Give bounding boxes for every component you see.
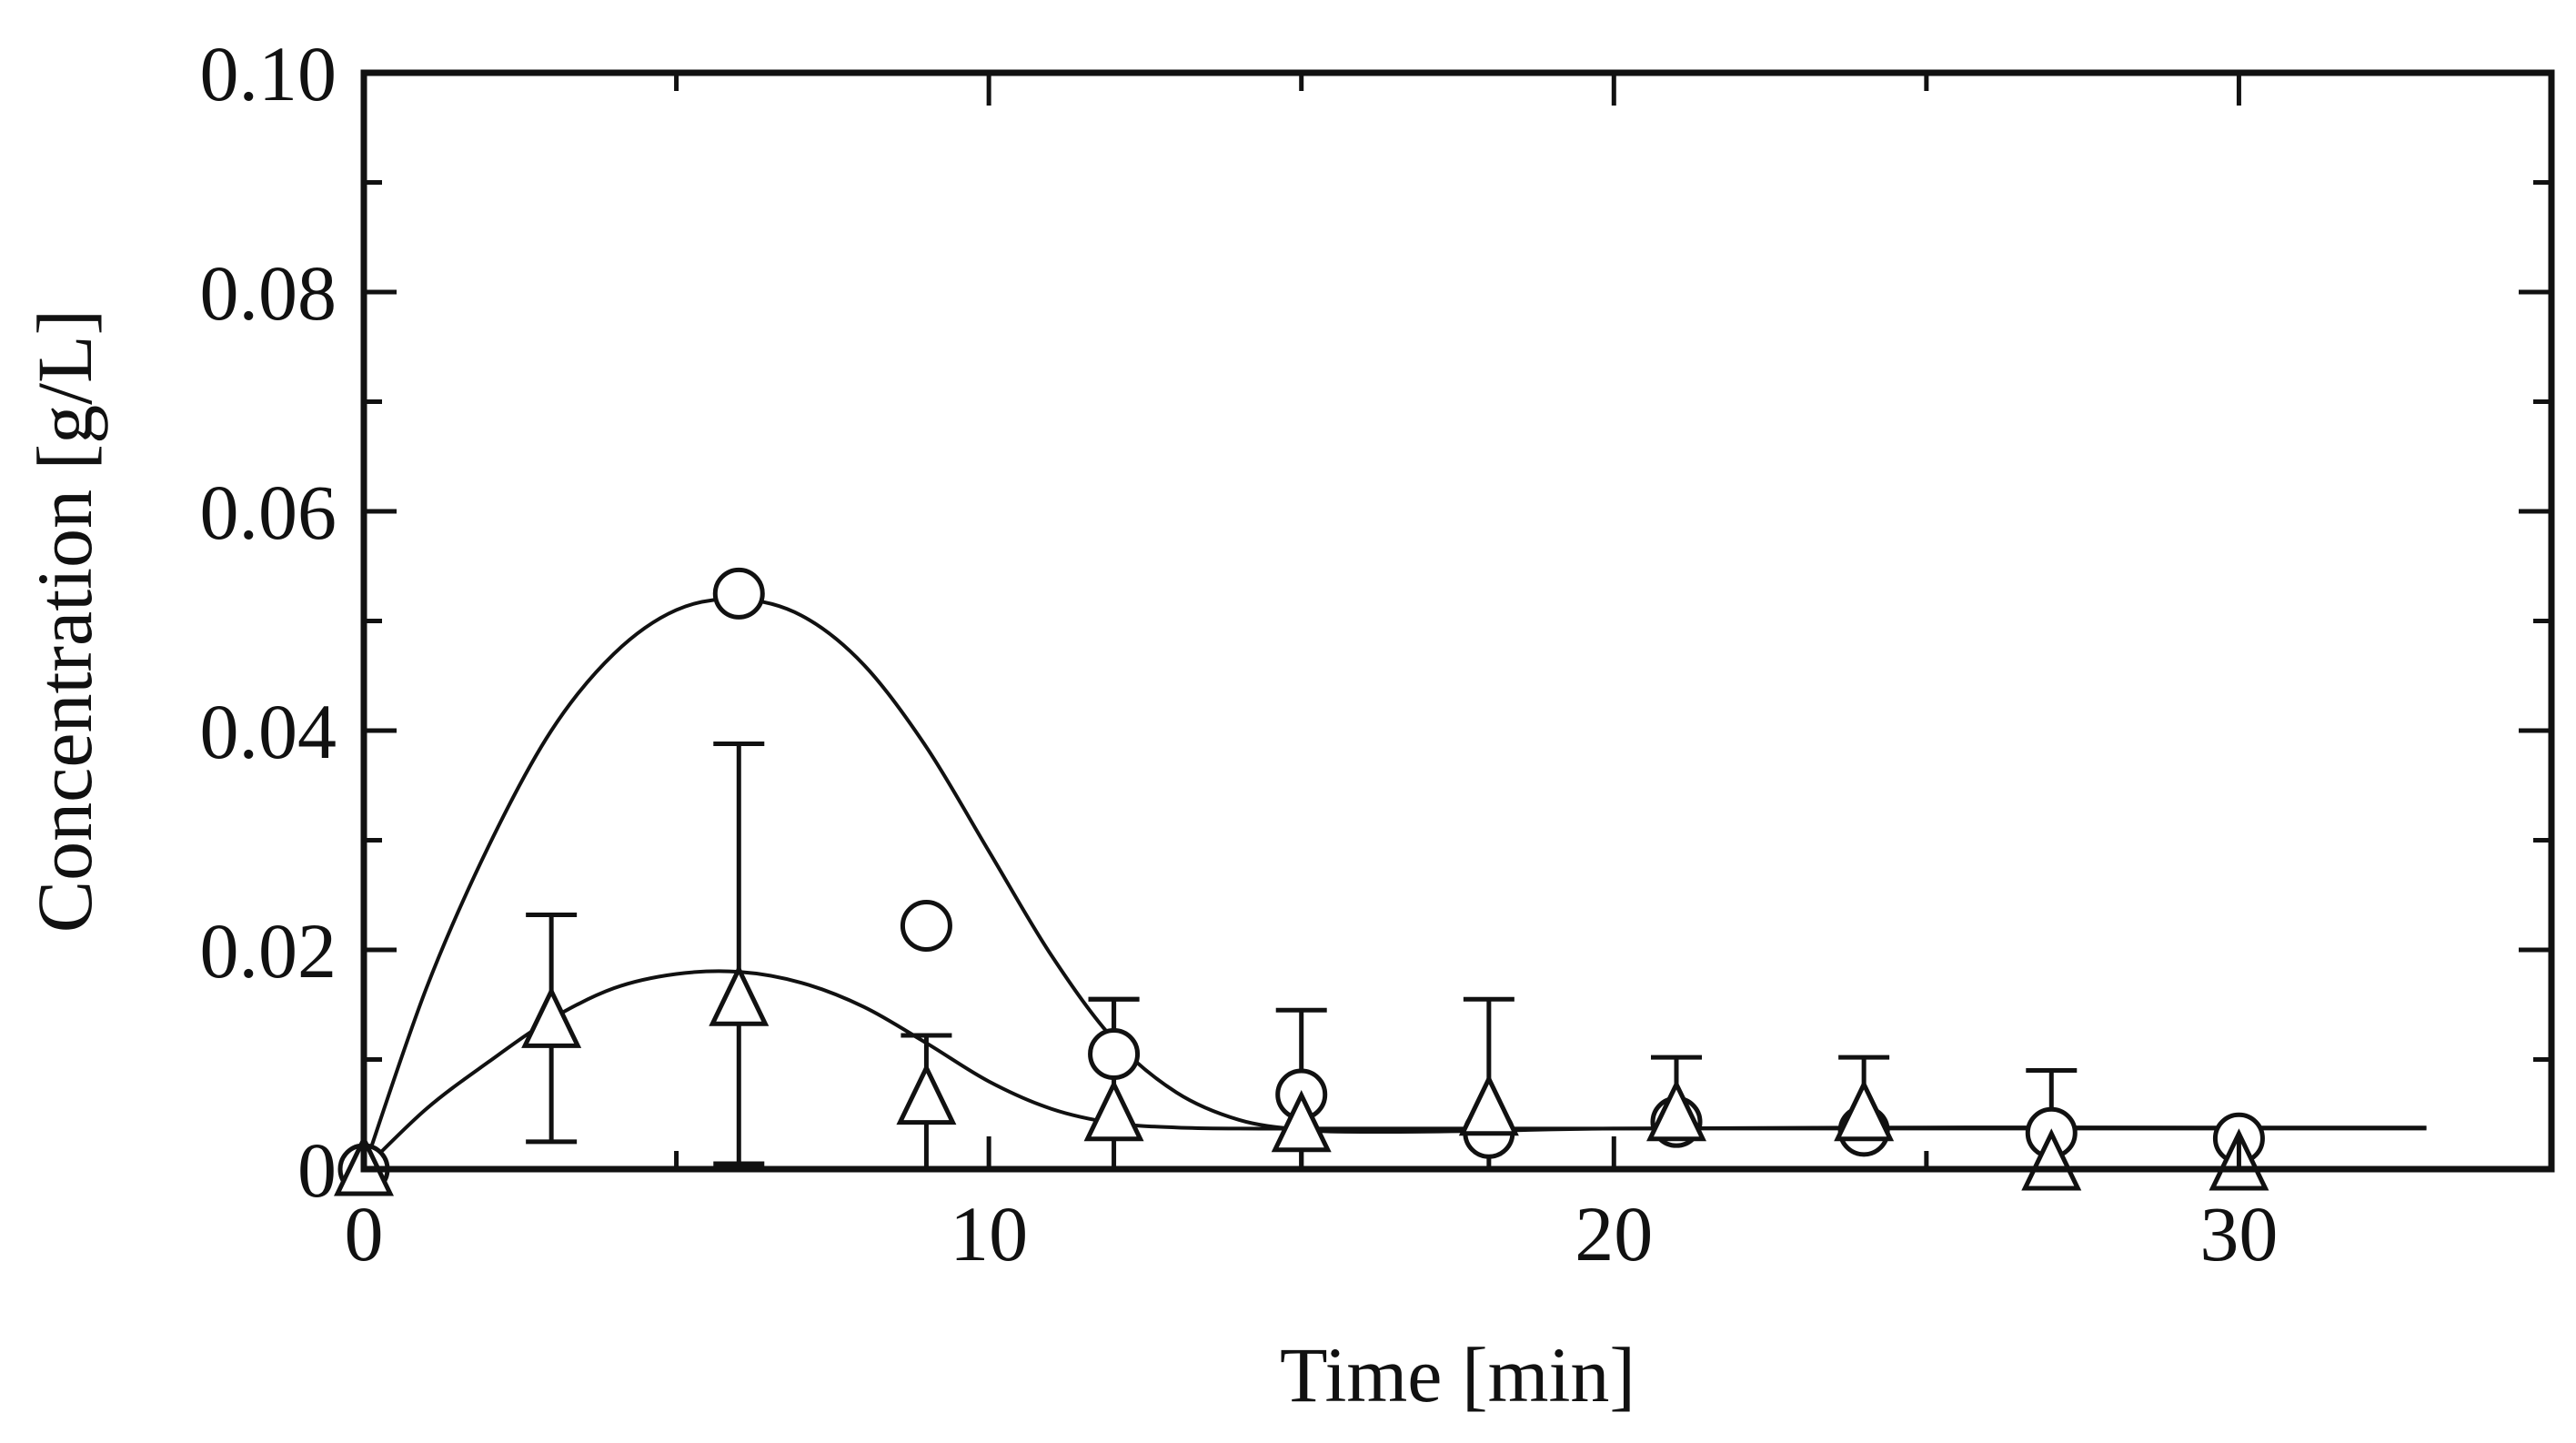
triangle-data-point [896,1062,957,1125]
y-tick-label: 0.10 [200,30,337,117]
circles-fit-curve [362,597,2427,1170]
triangle-data-point [2021,1128,2082,1191]
y-tick-label: 0.08 [200,249,337,337]
data-markers [334,567,2269,1196]
triangle-data-point [521,985,582,1048]
triangles-fit-curve [362,969,2427,1171]
triangle-data-point [709,964,770,1026]
plot-frame [360,69,2555,1173]
triangle-data-point [1083,1079,1144,1142]
axis-ticks [361,70,2554,1172]
y-tick-label: 0 [297,1126,337,1214]
x-tick-label: 0 [345,1190,384,1277]
y-tick-label: 0.04 [200,688,337,775]
y-tick-label: 0.06 [200,469,337,556]
triangle-data-point [1834,1079,1895,1142]
x-axis-title: Time [min] [1280,1331,1635,1418]
x-tick-label: 10 [950,1190,1028,1277]
circle-data-point [712,567,765,620]
triangle-data-point [1458,1073,1519,1136]
circle-data-point [900,899,952,952]
fit-curves [362,597,2427,1171]
x-tick-label: 30 [2199,1190,2278,1277]
triangle-data-point [1646,1079,1706,1142]
x-tick-label: 20 [1575,1190,1653,1277]
y-axis-title: Concentration [g/L] [21,309,108,933]
x-tick-labels: 0 10 20 30 [345,1190,2279,1277]
y-tick-label: 0.02 [200,907,337,994]
triangle-data-point [1271,1090,1332,1153]
circle-data-point [1088,1027,1141,1080]
y-tick-labels: 0 0.02 0.04 0.06 0.08 0.10 [200,30,337,1214]
